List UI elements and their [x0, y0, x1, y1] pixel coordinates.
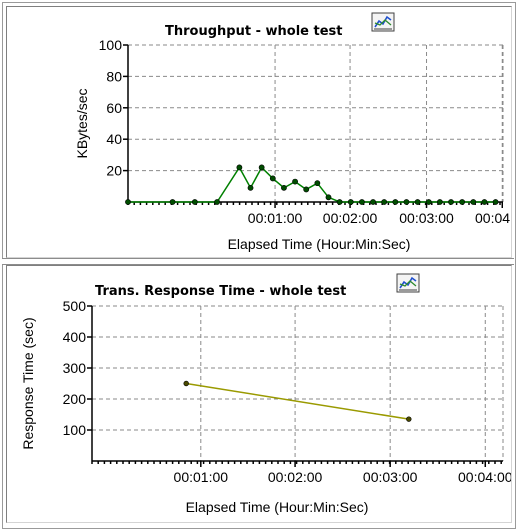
- y-tick-label: 500: [63, 298, 87, 314]
- chart-title: Throughput - whole test: [165, 24, 342, 39]
- data-point: [169, 199, 176, 205]
- x-tick-label: 00:02:00: [268, 469, 323, 485]
- data-point: [236, 164, 243, 171]
- data-point: [347, 199, 354, 205]
- x-axis-label: Elapsed Time (Hour:Min:Sec): [228, 236, 411, 252]
- pane-splitter[interactable]: [2, 258, 514, 265]
- data-point: [414, 199, 421, 205]
- data-point: [183, 380, 189, 387]
- data-point: [492, 199, 499, 205]
- data-point: [336, 199, 343, 205]
- data-point: [314, 180, 321, 187]
- y-tick-label: 20: [106, 163, 122, 179]
- y-tick-label: 400: [63, 329, 87, 345]
- data-point: [392, 199, 399, 205]
- data-point: [403, 199, 410, 205]
- y-axis-label: KBytes/sec: [74, 88, 90, 158]
- graph-properties-icon[interactable]: [396, 273, 420, 293]
- data-point: [436, 199, 443, 205]
- throughput-graph-panel[interactable]: Throughput - whole test 100 80 60 40 20 00:01…: [6, 6, 512, 258]
- data-point: [381, 199, 388, 205]
- x-tick-label: 00:01:00: [248, 210, 303, 226]
- graph-properties-icon[interactable]: [371, 12, 395, 32]
- data-point: [125, 199, 131, 205]
- data-point: [425, 199, 432, 205]
- x-tick-label: 00:03:00: [399, 210, 454, 226]
- x-tick-label: 00:04:00: [458, 469, 511, 485]
- series-line: [186, 382, 409, 420]
- series-line: [128, 165, 496, 203]
- y-axis-label: Response Time (sec): [20, 317, 36, 449]
- data-point: [325, 194, 332, 201]
- data-point: [406, 416, 412, 422]
- x-tick-label: 00:01:00: [174, 469, 229, 485]
- y-tick-label: 60: [106, 100, 122, 116]
- throughput-chart: Throughput - whole test 100 80 60 40 20 00:01…: [74, 12, 511, 252]
- y-tick-label: 100: [63, 422, 87, 438]
- data-point: [247, 184, 254, 191]
- y-tick-label: 40: [106, 131, 122, 147]
- x-axis-label: Elapsed Time (Hour:Min:Sec): [186, 499, 369, 515]
- data-point: [459, 199, 466, 205]
- data-point: [370, 199, 376, 205]
- x-tick-label: 00:04:00: [475, 210, 511, 226]
- y-tick-label: 100: [99, 37, 123, 53]
- data-point: [448, 199, 454, 205]
- data-point: [303, 186, 310, 193]
- y-tick-label: 300: [63, 360, 87, 376]
- y-tick-label: 200: [63, 391, 87, 407]
- data-point: [292, 178, 298, 185]
- chart-title: Trans. Response Time - whole test: [95, 284, 346, 299]
- response-time-graph-panel[interactable]: Trans. Response Time - whole test 500 400…: [6, 265, 512, 523]
- x-tick-label: 00:03:00: [363, 469, 418, 485]
- data-point: [269, 175, 276, 182]
- data-point: [214, 199, 221, 205]
- data-point: [470, 199, 477, 205]
- data-point: [258, 164, 265, 171]
- data-point: [281, 184, 287, 191]
- data-point: [191, 199, 198, 205]
- x-tick-label: 00:02:00: [323, 210, 378, 226]
- response-time-chart: Trans. Response Time - whole test 500 400…: [20, 273, 511, 515]
- data-point: [359, 199, 365, 205]
- y-tick-label: 80: [106, 68, 122, 84]
- data-point: [481, 199, 488, 205]
